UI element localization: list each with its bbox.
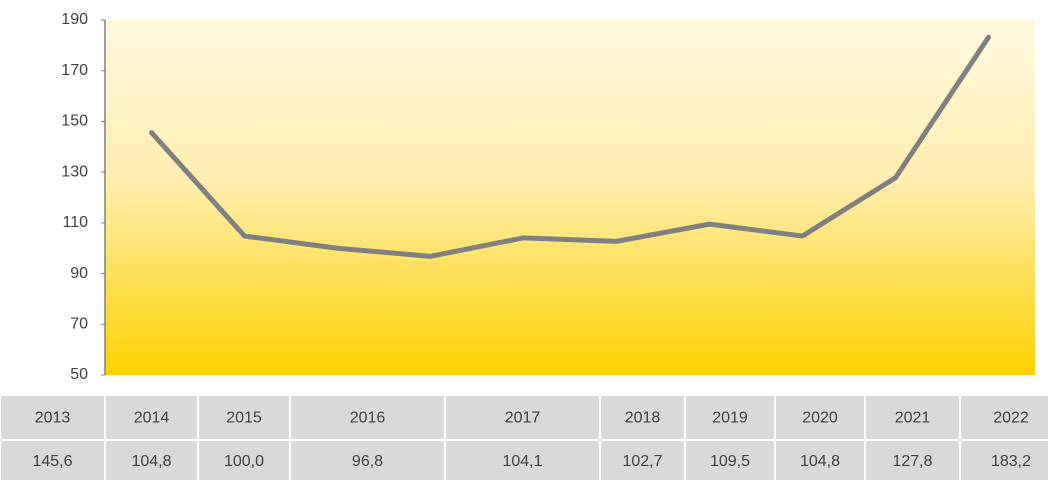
table-cell <box>864 394 961 441</box>
table-year: 2016 <box>350 410 386 427</box>
table-year: 2014 <box>134 410 170 427</box>
table-cell <box>774 394 866 441</box>
table-value: 104,8 <box>800 453 840 470</box>
table-cell <box>0 439 106 480</box>
table-value: 102,7 <box>622 453 662 470</box>
table-value: 100,0 <box>224 453 264 470</box>
table-cell <box>959 439 1048 480</box>
table-year: 2021 <box>895 410 931 427</box>
table-cell <box>774 439 866 480</box>
y-tick-label: 110 <box>62 214 88 231</box>
table-cell <box>864 439 961 480</box>
y-tick-label: 50 <box>70 366 88 383</box>
table-year: 2019 <box>712 410 748 427</box>
table-value: 104,1 <box>502 453 542 470</box>
y-tick-label: 130 <box>61 163 88 180</box>
table-year: 2020 <box>802 410 838 427</box>
table-year: 2013 <box>35 410 71 427</box>
table-year: 2017 <box>505 410 541 427</box>
table-value: 96,8 <box>352 453 383 470</box>
data-line <box>149 34 991 259</box>
table-cell <box>444 439 601 480</box>
y-tick-label: 70 <box>70 316 88 333</box>
table-year: 2018 <box>625 410 661 427</box>
y-tick-label: 170 <box>61 62 88 79</box>
table-cell <box>959 394 1048 441</box>
table-value: 145,6 <box>32 453 72 470</box>
table-year: 2015 <box>226 410 262 427</box>
table-year: 2022 <box>993 410 1029 427</box>
table-value: 104,8 <box>131 453 171 470</box>
y-tick-label: 90 <box>70 265 88 282</box>
plot-area <box>105 20 1035 375</box>
table-cell <box>684 439 776 480</box>
y-tick-label: 190 <box>61 11 88 28</box>
table-value: 109,5 <box>710 453 750 470</box>
table-cell <box>684 394 776 441</box>
table-cell <box>599 439 686 480</box>
table-cell <box>289 439 446 480</box>
table-value: 127,8 <box>892 453 932 470</box>
y-tick-label: 150 <box>61 113 88 130</box>
table-value: 183,2 <box>991 453 1031 470</box>
